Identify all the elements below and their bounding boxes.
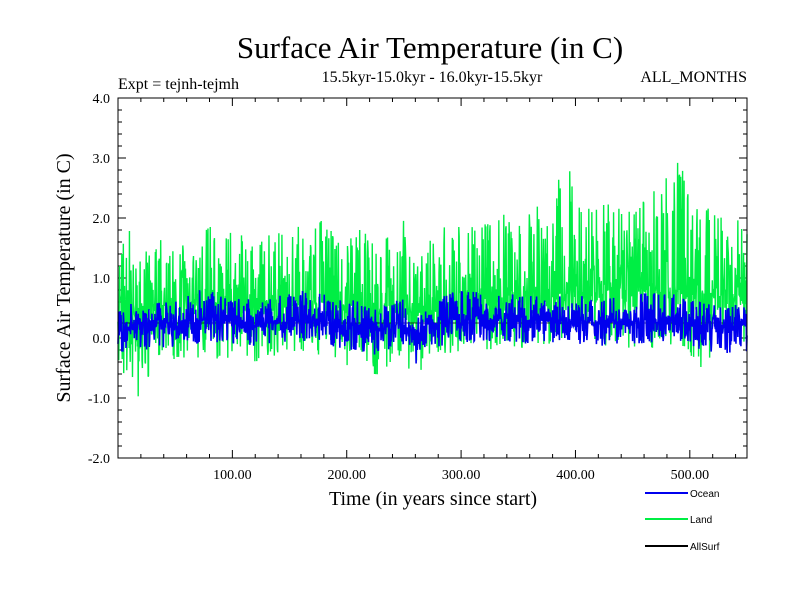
x-tick-label: 300.00 <box>442 468 481 483</box>
y-tick-label: 2.0 <box>93 212 111 227</box>
plot-lines <box>117 162 748 397</box>
plot-frame <box>117 97 748 459</box>
legend: Ocean Land AllSurf <box>645 489 720 553</box>
legend-label-allsurf: AllSurf <box>690 542 720 553</box>
y-axis-label: Surface Air Temperature (in C) <box>53 153 75 402</box>
y-tick-label: 0.0 <box>93 332 111 347</box>
series-line-land <box>117 162 748 397</box>
y-tick-label: 3.0 <box>93 152 111 167</box>
legend-label-land: Land <box>690 515 712 526</box>
chart-title: Surface Air Temperature (in C) <box>237 30 623 65</box>
y-tick-label: -1.0 <box>88 392 110 407</box>
legend-label-ocean: Ocean <box>690 489 719 500</box>
y-tick-label: 4.0 <box>93 92 111 107</box>
x-tick-label: 400.00 <box>556 468 595 483</box>
subtitle-period: 15.5kyr-15.0kyr - 16.0kyr-15.5kyr <box>322 69 543 86</box>
y-tick-label: -2.0 <box>88 452 110 467</box>
y-tick-label: 1.0 <box>93 272 111 287</box>
subtitle-expt: Expt = tejnh-tejmh <box>118 76 239 93</box>
x-tick-label: 100.00 <box>213 468 252 483</box>
series-line-ocean <box>117 290 748 364</box>
subtitle-months: ALL_MONTHS <box>640 69 747 86</box>
x-axis-ticks: 100.00 200.00 300.00 400.00 500.00 <box>140 98 737 483</box>
x-tick-label: 200.00 <box>327 468 366 483</box>
x-axis-label: Time (in years since start) <box>329 488 537 510</box>
x-tick-label: 500.00 <box>671 468 710 483</box>
